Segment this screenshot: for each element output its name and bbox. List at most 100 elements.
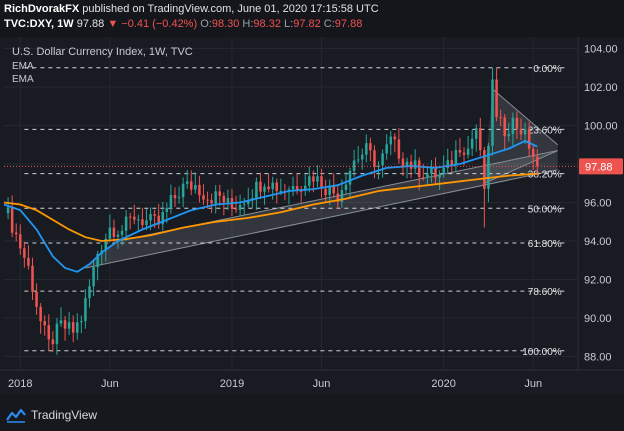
chart-title: U.S. Dollar Currency Index, 1W, TVC <box>12 46 193 58</box>
candle-body-13 <box>55 323 59 345</box>
candle-body-107 <box>438 174 441 178</box>
fib-label-0: 0.00% <box>533 64 561 75</box>
candle-body-122 <box>499 117 502 119</box>
candle-body-18 <box>76 322 79 333</box>
author-name[interactable]: RichDvorakFX <box>4 3 80 15</box>
candle-body-53 <box>218 191 222 196</box>
y-tick-label-1: 102.00 <box>584 82 618 94</box>
chart-area[interactable]: 0.00% 23.60% 38.20% 50.00% 61.80% 78.60% 100.0… <box>0 37 624 395</box>
candle-body-30 <box>124 216 128 231</box>
candle-body-40 <box>165 207 169 213</box>
candle-body-33 <box>137 219 140 221</box>
candle-body-66 <box>271 182 274 190</box>
candle-body-9 <box>39 306 42 322</box>
y-tick-label-4: 96.00 <box>584 198 612 210</box>
fibonacci-levels: 0.00% 23.60% 38.20% 50.00% 61.80% 78.60% 100.0… <box>24 64 566 358</box>
x-tick-label-4: 2020 <box>431 378 455 390</box>
candle-body-17 <box>71 322 75 333</box>
candle-body-131 <box>536 156 539 167</box>
candle-body-123 <box>503 117 506 137</box>
low-value: 97.82 <box>293 18 321 30</box>
candle-body-34 <box>141 219 144 226</box>
y-tick-label-8: 88.00 <box>584 352 612 364</box>
candle-body-46 <box>190 181 193 190</box>
candle-body-36 <box>149 214 152 221</box>
fib-label-1: 23.60% <box>528 125 562 136</box>
candle-body-1 <box>6 207 10 214</box>
candle-body-77 <box>316 176 319 182</box>
last-price: 97.88 <box>76 18 105 30</box>
candle-body-95 <box>389 136 392 145</box>
candle-body-64 <box>263 186 266 192</box>
candle-body-112 <box>458 150 462 153</box>
candle-body-82 <box>336 193 340 202</box>
candle-body-67 <box>275 182 279 192</box>
candle-body-8 <box>35 291 38 307</box>
candle-body-10 <box>43 321 46 326</box>
ema-legend-2[interactable]: EMA <box>12 74 34 85</box>
brand-name: TradingView <box>31 408 98 422</box>
candle-body-42 <box>173 195 177 199</box>
candle-body-44 <box>181 183 185 198</box>
candle-body-59 <box>242 203 246 205</box>
fib-label-2: 38.20% <box>528 170 562 181</box>
candle-body-49 <box>202 195 205 200</box>
candle-body-5 <box>23 248 26 258</box>
candle-body-118 <box>483 150 486 189</box>
candle-body-99 <box>405 161 409 166</box>
candle-body-121 <box>495 79 498 118</box>
ema-legend-1[interactable]: EMA <box>12 61 34 72</box>
candle-body-114 <box>466 148 470 155</box>
candle-body-116 <box>474 128 478 139</box>
fib-label-5: 78.60% <box>528 287 562 298</box>
candle-body-98 <box>401 158 405 166</box>
time-axis[interactable]: 2018 Jun 2019 Jun 2020 Jun <box>0 369 624 390</box>
candle-body-87 <box>356 159 360 161</box>
candle-body-119 <box>487 145 490 189</box>
y-tick-label-0: 104.00 <box>584 44 618 56</box>
fib-label-3: 50.00% <box>528 204 562 215</box>
y-tick-label-6: 92.00 <box>584 275 612 287</box>
candle-body-130 <box>531 148 535 157</box>
candle-body-37 <box>153 214 156 216</box>
tradingview-brand[interactable]: TradingView <box>6 407 97 423</box>
ema-fast-line <box>3 139 538 273</box>
grid-lines <box>4 37 578 370</box>
candle-body-80 <box>328 185 331 196</box>
candle-body-19 <box>80 321 83 323</box>
publish-line: RichDvorakFX published on TradingView.co… <box>4 3 379 15</box>
candle-body-21 <box>88 286 91 299</box>
ohlc-line: TVC:DXY, 1W 97.88 ▼ −0.41 (−0.42%) O:98.… <box>4 18 362 30</box>
candle-body-84 <box>344 184 348 191</box>
x-tick-label-5: Jun <box>524 378 542 390</box>
y-tick-label-7: 90.00 <box>584 313 612 325</box>
candle-body-101 <box>413 160 417 169</box>
candle-body-57 <box>234 208 238 210</box>
channel-line-0 <box>85 169 558 269</box>
candle-body-2 <box>10 207 14 233</box>
candle-body-108 <box>442 167 445 175</box>
candle-body-6 <box>27 257 30 266</box>
publish-info: published on TradingView.com, June 01, 2… <box>82 3 379 15</box>
candle-body-23 <box>96 253 99 268</box>
candle-body-20 <box>84 298 87 322</box>
candle-body-15 <box>63 320 67 329</box>
last-price-tag-label: 97.88 <box>585 161 613 173</box>
candle-body-54 <box>222 195 226 203</box>
y-tick-label-2: 100.00 <box>584 121 618 133</box>
candle-body-83 <box>340 190 344 202</box>
candle-body-92 <box>377 165 380 168</box>
fib-label-4: 61.80% <box>528 239 562 250</box>
price-axis[interactable]: 104.00102.00100.0098.0096.0094.0092.0090… <box>577 37 623 370</box>
candle-body-38 <box>157 215 160 225</box>
candle-body-31 <box>128 216 132 218</box>
candle-body-11 <box>47 325 51 340</box>
candle-body-90 <box>369 143 372 151</box>
candle-body-75 <box>308 176 311 186</box>
price-chart[interactable]: 0.00% 23.60% 38.20% 50.00% 61.80% 78.60% 100.0… <box>0 37 624 395</box>
candle-body-115 <box>470 138 474 149</box>
high-value: 98.32 <box>253 18 281 30</box>
tradingview-logo-icon <box>6 408 26 423</box>
close-value: 97.88 <box>334 18 363 30</box>
